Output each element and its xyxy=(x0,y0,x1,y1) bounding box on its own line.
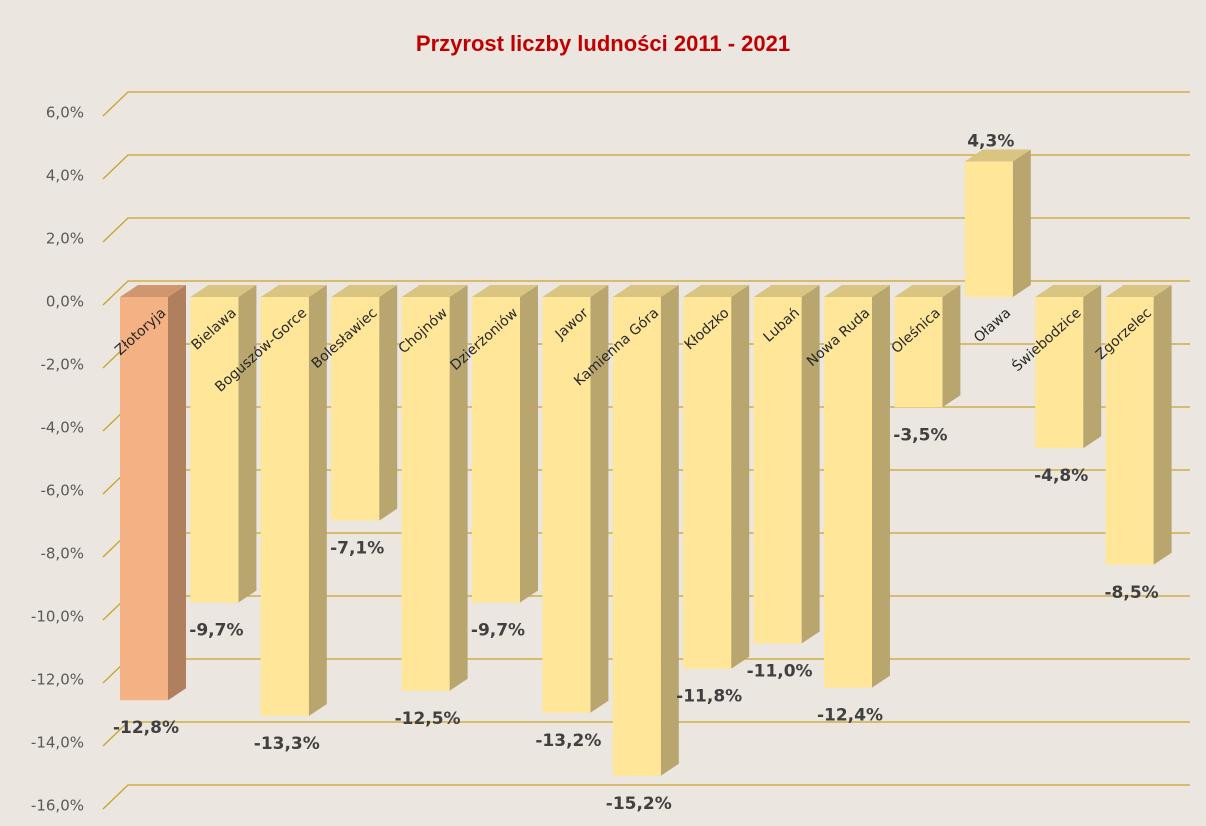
bar-top xyxy=(331,285,398,297)
data-label: -4,8% xyxy=(1034,466,1088,486)
data-label: -9,7% xyxy=(471,621,525,641)
bar-side xyxy=(449,285,468,691)
bar-top xyxy=(1035,285,1102,297)
y-tick-label: 4,0% xyxy=(46,167,84,185)
bar-side xyxy=(168,285,186,701)
grid-line xyxy=(102,91,1190,117)
bar-side xyxy=(238,285,257,603)
bar-top xyxy=(120,285,186,297)
data-label: -9,7% xyxy=(189,621,243,641)
bar xyxy=(1035,297,1084,449)
data-label: -15,2% xyxy=(606,794,672,814)
y-tick-label: 6,0% xyxy=(46,104,84,122)
bar-side xyxy=(872,285,890,688)
bar-side xyxy=(731,285,750,669)
bar-top xyxy=(260,285,327,297)
grid-line xyxy=(102,721,1190,747)
y-tick-label: -6,0% xyxy=(40,482,84,500)
bar-side xyxy=(1012,149,1031,297)
y-tick-label: 2,0% xyxy=(46,230,84,248)
grid-line xyxy=(102,154,1190,180)
data-label: -13,3% xyxy=(254,734,320,754)
bar xyxy=(964,161,1013,297)
bar-top xyxy=(1105,285,1172,297)
bar-top xyxy=(190,285,257,297)
data-label: -11,8% xyxy=(676,687,742,707)
bar xyxy=(120,297,168,701)
y-tick-label: -4,0% xyxy=(40,419,84,437)
bar-side xyxy=(590,285,609,713)
y-tick-label: -10,0% xyxy=(31,608,84,626)
data-label: -12,8% xyxy=(113,718,179,738)
grid-line xyxy=(102,280,1190,306)
bar-top xyxy=(472,285,538,297)
bar-side xyxy=(379,285,398,521)
bar-side xyxy=(308,285,327,716)
bar-top xyxy=(964,149,1031,162)
bar xyxy=(1105,297,1154,565)
data-label: -12,5% xyxy=(395,709,461,729)
bar-side xyxy=(660,285,679,776)
bar-side xyxy=(801,285,820,644)
y-tick-label: -16,0% xyxy=(31,797,84,815)
y-tick-label: 0,0% xyxy=(46,293,84,311)
y-tick-label: -14,0% xyxy=(31,734,84,752)
bar xyxy=(753,297,802,644)
data-label: -11,0% xyxy=(747,662,813,682)
bar-top xyxy=(894,285,961,297)
data-label: -13,2% xyxy=(535,731,601,751)
bar xyxy=(401,297,450,691)
data-label: -8,5% xyxy=(1104,583,1158,603)
data-label: -3,5% xyxy=(893,425,947,445)
bar xyxy=(612,297,661,776)
bar xyxy=(542,297,591,713)
bar xyxy=(331,297,380,521)
bar-top xyxy=(401,285,468,297)
bar xyxy=(260,297,309,716)
bar-top xyxy=(542,285,609,297)
chart-title: Przyrost liczby ludności 2011 - 2021 xyxy=(416,31,790,56)
data-label: 4,3% xyxy=(967,132,1014,152)
bar-side xyxy=(942,285,961,408)
bar xyxy=(190,297,239,603)
y-tick-label: -2,0% xyxy=(40,356,84,374)
bar-top xyxy=(824,285,890,297)
bar xyxy=(683,297,732,669)
data-label: -12,4% xyxy=(817,706,883,726)
y-tick-label: -8,0% xyxy=(40,545,84,563)
bar-side xyxy=(1083,285,1102,449)
data-label: -7,1% xyxy=(330,539,384,559)
bar-top xyxy=(753,285,820,297)
bar-top xyxy=(683,285,750,297)
bar xyxy=(894,297,943,408)
bar xyxy=(472,297,520,603)
bar-side xyxy=(1153,285,1172,565)
grid-line xyxy=(102,784,1190,810)
bar-top xyxy=(612,285,679,297)
bar-side xyxy=(520,285,538,603)
y-tick-label: -12,0% xyxy=(31,671,84,689)
bar xyxy=(824,297,872,688)
grid-line xyxy=(102,217,1190,243)
